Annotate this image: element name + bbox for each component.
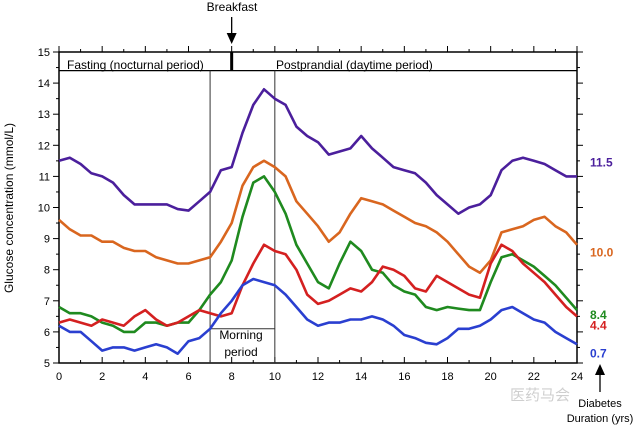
y-tick-label: 5 — [44, 358, 50, 370]
series-end-label: 10.0 — [590, 246, 614, 260]
y-tick-label: 12 — [38, 140, 50, 152]
y-tick-label: 8 — [44, 265, 50, 277]
series-lines: 11.5 10.0 8.44.4 0.7 — [58, 88, 614, 361]
y-tick-label: 15 — [38, 47, 50, 59]
y-tick-label: 11 — [39, 171, 50, 183]
x-tick-label: 24 — [571, 371, 583, 383]
series-line-10.0 — [58, 159, 578, 275]
series-line-4.4 — [58, 243, 578, 327]
watermark: 医药马会 — [510, 387, 570, 404]
legend-title-line1: Diabetes — [578, 398, 622, 410]
series-line-8.4 — [58, 175, 578, 334]
fasting-label: Fasting (nocturnal period) — [67, 58, 204, 72]
x-tick-label: 22 — [528, 371, 540, 383]
series-end-label: 11.5 — [590, 155, 613, 169]
y-tick-label: 14 — [38, 78, 50, 90]
y-axis-label: Glucose concentration (mmol/L) — [2, 123, 16, 293]
x-tick-label: 4 — [142, 371, 148, 383]
x-tick-label: 10 — [269, 371, 281, 383]
x-tick-label: 16 — [398, 371, 410, 383]
x-tick-label: 18 — [441, 371, 453, 383]
x-tick-label: 14 — [355, 371, 367, 383]
x-tick-label: 8 — [229, 371, 235, 383]
morning-label-line2: period — [224, 345, 257, 359]
legend-arrow-icon — [595, 364, 605, 375]
y-tick-label: 7 — [44, 296, 50, 308]
x-tick-label: 2 — [99, 371, 105, 383]
x-tick-label: 20 — [485, 371, 497, 383]
series-line-0.7 — [58, 277, 578, 355]
breakfast-label: Breakfast — [207, 0, 258, 14]
series-end-label: 4.4 — [590, 319, 607, 333]
y-tick-label: 9 — [44, 234, 50, 246]
x-tick-label: 12 — [312, 371, 324, 383]
legend-title-line2: Duration (yrs) — [567, 413, 634, 425]
annotations: Breakfast Fasting (nocturnal period) Pos… — [2, 0, 633, 425]
series-end-label: 8.4 — [590, 308, 607, 322]
y-tick-label: 6 — [44, 327, 50, 339]
series-line-11.5 — [58, 88, 577, 215]
x-tick-label: 6 — [185, 371, 191, 383]
x-tick-label: 0 — [56, 371, 62, 383]
y-tick-label: 13 — [38, 109, 50, 121]
morning-label-line1: Morning — [219, 328, 262, 342]
series-end-label: 0.7 — [590, 347, 607, 361]
y-tick-label: 10 — [38, 203, 50, 215]
postprandial-label: Postprandial (daytime period) — [276, 58, 433, 72]
breakfast-arrow-icon — [226, 33, 237, 44]
